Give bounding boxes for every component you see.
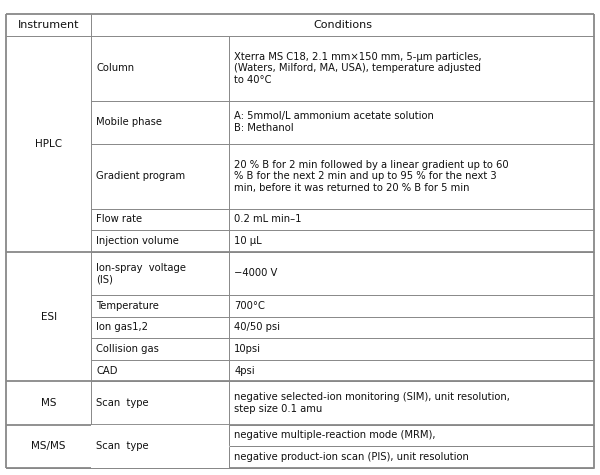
Text: Scan  type: Scan type (96, 441, 149, 451)
Text: MS/MS: MS/MS (31, 441, 66, 451)
Text: negative product-ion scan (PIS), unit resolution: negative product-ion scan (PIS), unit re… (234, 452, 469, 462)
Text: CAD: CAD (96, 366, 118, 376)
Text: Flow rate: Flow rate (96, 214, 142, 225)
Text: Scan  type: Scan type (96, 430, 149, 440)
Text: 4psi: 4psi (234, 366, 255, 376)
Text: 40/50 psi: 40/50 psi (234, 323, 280, 332)
Text: Instrument: Instrument (18, 20, 79, 30)
Text: 20 % B for 2 min followed by a linear gradient up to 60
% B for the next 2 min a: 20 % B for 2 min followed by a linear gr… (234, 160, 509, 193)
Text: Scan  type: Scan type (96, 398, 149, 408)
Text: A: 5mmol/L ammonium acetate solution
B: Methanol: A: 5mmol/L ammonium acetate solution B: … (234, 112, 434, 133)
Text: −4000 V: −4000 V (234, 268, 278, 278)
Bar (91, 425, 229, 468)
Text: 10 μL: 10 μL (234, 236, 262, 246)
Text: HPLC: HPLC (35, 139, 62, 149)
Text: 10psi: 10psi (234, 344, 261, 354)
Text: negative multiple-reaction mode (MRM),: negative multiple-reaction mode (MRM), (234, 430, 436, 440)
Text: Xterra MS C18, 2.1 mm×150 mm, 5-μm particles,
(Waters, Milford, MA, USA), temper: Xterra MS C18, 2.1 mm×150 mm, 5-μm parti… (234, 52, 482, 85)
Text: Injection volume: Injection volume (96, 236, 179, 246)
Text: Mobile phase: Mobile phase (96, 117, 162, 127)
Text: Ion-spray  voltage
(IS): Ion-spray voltage (IS) (96, 263, 186, 284)
Text: MS: MS (41, 398, 56, 408)
Text: Collision gas: Collision gas (96, 344, 159, 354)
Text: Conditions: Conditions (313, 20, 372, 30)
Text: 0.2 mL min–1: 0.2 mL min–1 (234, 214, 302, 225)
Text: 700°C: 700°C (234, 301, 265, 311)
Text: Gradient program: Gradient program (96, 171, 185, 181)
Text: Temperature: Temperature (96, 301, 159, 311)
Text: Column: Column (96, 63, 134, 73)
Text: Ion gas1,2: Ion gas1,2 (96, 323, 148, 332)
Text: negative selected-ion monitoring (SIM), unit resolution,
step size 0.1 amu: negative selected-ion monitoring (SIM), … (234, 392, 510, 414)
Text: ESI: ESI (41, 312, 56, 322)
